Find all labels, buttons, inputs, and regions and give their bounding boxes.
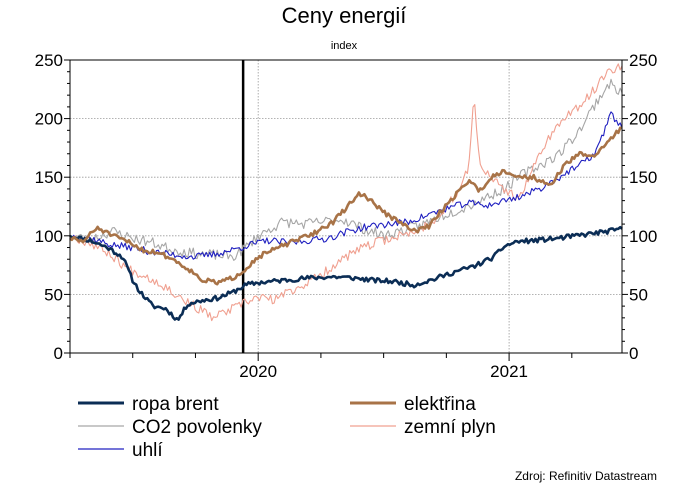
legend-label-3: elektřina [404, 394, 476, 415]
series-line-4 [69, 63, 623, 322]
y-tick-label-right: 250 [629, 51, 657, 70]
series-layer [69, 63, 623, 322]
y-tick-label-left: 250 [35, 51, 63, 70]
x-tick-label: 2020 [239, 362, 277, 381]
y-tick-label-right: 50 [629, 285, 648, 304]
series-line-0 [69, 225, 623, 321]
x-tick-label: 2021 [490, 362, 528, 381]
y-tick-label-left: 200 [35, 110, 63, 129]
legend-label-2: uhlí [132, 440, 163, 461]
y-tick-label-right: 150 [629, 168, 657, 187]
y-tick-label-right: 100 [629, 227, 657, 246]
legend-label-4: zemní plyn [404, 417, 496, 438]
series-line-1 [69, 78, 623, 261]
chart-subtitle: index [331, 40, 358, 52]
y-tick-label-left: 0 [54, 344, 63, 363]
plot-frame [69, 59, 623, 354]
y-tick-label-right: 200 [629, 110, 657, 129]
source-note: Zdroj: Refinitiv Datastream [515, 469, 657, 483]
legend-label-1: CO2 povolenky [132, 417, 262, 438]
y-tick-label-left: 100 [35, 227, 63, 246]
chart-title: Ceny energií [282, 3, 407, 28]
y-tick-label-right: 0 [629, 344, 638, 363]
y-tick-label-left: 150 [35, 168, 63, 187]
y-tick-label-left: 50 [44, 285, 63, 304]
series-line-3 [69, 126, 623, 286]
axes: 0 0 50 50 100 100 150 150 200 200 250 250 2020 2021 [35, 51, 658, 381]
legend-label-0: ropa brent [132, 394, 219, 415]
